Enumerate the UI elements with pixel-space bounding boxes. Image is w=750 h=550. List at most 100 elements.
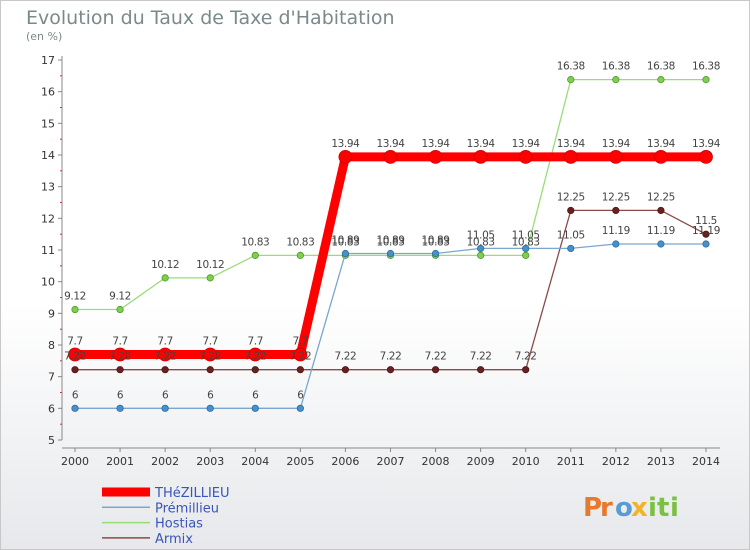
series-point (608, 149, 623, 164)
series-point (113, 347, 127, 362)
logo-letter: o (615, 493, 633, 523)
series-layer (68, 76, 713, 412)
data-label: 13.94 (331, 138, 360, 150)
series-point (522, 251, 530, 259)
series-point (248, 347, 263, 362)
series-point (161, 366, 169, 374)
x-tick-label: 2013 (647, 455, 675, 468)
y-tick-label: 7 (48, 371, 55, 384)
x-tick-label: 2009 (467, 455, 495, 468)
legend-item: Prémillieu (102, 501, 219, 516)
data-label: 6 (72, 389, 79, 401)
data-label: 12.25 (602, 191, 630, 203)
data-label: 10.12 (151, 259, 179, 271)
series-3 (71, 206, 710, 374)
x-tick-label: 2004 (241, 455, 269, 468)
data-label: 6 (162, 389, 169, 401)
series-point (386, 249, 395, 258)
y-tick-label: 13 (41, 181, 55, 194)
series-point (612, 240, 620, 248)
x-tick-label: 2006 (331, 455, 359, 468)
series-point (657, 240, 665, 248)
y-tick-label: 11 (41, 244, 55, 257)
series-point (383, 149, 398, 164)
data-label: 13.94 (422, 138, 451, 150)
series-point (477, 251, 485, 259)
series-point (296, 251, 304, 259)
x-tick-label: 2002 (151, 455, 179, 468)
legend-label: Hostias (155, 517, 203, 532)
series-point (341, 366, 350, 374)
series-point (71, 366, 79, 374)
series-point (654, 149, 668, 164)
series-point (206, 274, 214, 282)
series-point (428, 149, 443, 164)
series-point (702, 240, 710, 248)
series-point (116, 404, 124, 412)
data-label: 11.05 (467, 229, 495, 241)
data-label: 6 (252, 389, 259, 401)
legend-item: Armix (102, 532, 193, 547)
data-label: 7.22 (335, 351, 357, 363)
y-tick-label: 5 (48, 434, 55, 447)
x-tick-label: 2000 (61, 455, 89, 468)
logo-letter: x (631, 493, 648, 523)
y-tick-label: 12 (41, 212, 55, 225)
x-tick-label: 2007 (376, 455, 404, 468)
data-label: 10.89 (422, 234, 450, 246)
data-label: 7.22 (109, 351, 131, 363)
y-tick-label: 6 (48, 402, 55, 415)
proxiti-logo: Pr ox i t i (583, 493, 679, 523)
legend-item: THéZILLIEU (102, 486, 230, 501)
x-tick-label: 2003 (196, 455, 224, 468)
series-point (71, 404, 79, 412)
series-point (296, 404, 304, 412)
data-label: 10.83 (241, 236, 269, 248)
data-label: 7.7 (112, 336, 128, 348)
legend-label: Prémillieu (155, 501, 219, 516)
legend-label: Armix (155, 532, 193, 547)
data-label: 7.22 (199, 351, 221, 363)
data-label: 6 (117, 389, 124, 401)
data-label: 13.94 (376, 138, 405, 150)
series-point (251, 251, 259, 259)
data-label: 7.22 (425, 351, 447, 363)
series-point (251, 404, 259, 412)
series-point (702, 76, 710, 84)
data-label: 16.38 (602, 61, 630, 73)
data-label: 16.38 (557, 61, 585, 73)
y-tick-label: 8 (48, 339, 55, 352)
data-label: 10.83 (422, 236, 450, 248)
data-label: 7.22 (244, 351, 266, 363)
series-point (341, 249, 350, 258)
data-label: 13.94 (467, 138, 496, 150)
series-point (477, 244, 485, 253)
legend-label: THéZILLIEU (154, 486, 230, 501)
data-label: 13.94 (512, 138, 541, 150)
data-label: 13.94 (602, 138, 631, 150)
axes: 5 6 7 8 9 10 11 12 13 14 15 16 17 2000 2001 2002 2003 200… (41, 54, 720, 468)
series-point (473, 149, 488, 164)
series-point (68, 347, 82, 362)
data-label: 10.83 (512, 236, 540, 248)
data-label: 12.25 (557, 191, 585, 203)
series-0 (68, 149, 713, 362)
series-point (657, 76, 665, 84)
series-point (563, 149, 578, 164)
series-point (612, 76, 620, 84)
data-label: 6 (207, 389, 214, 401)
data-label: 16.38 (692, 61, 720, 73)
series-1 (71, 240, 710, 412)
data-label: 11.05 (512, 229, 540, 241)
series-point (612, 206, 620, 215)
series-point (567, 244, 575, 253)
x-tick-label: 2010 (512, 455, 540, 468)
data-label: 11.05 (557, 229, 585, 241)
series-point (161, 404, 169, 412)
series-point (657, 206, 665, 215)
data-label: 7.22 (380, 351, 402, 363)
series-point (161, 274, 169, 282)
